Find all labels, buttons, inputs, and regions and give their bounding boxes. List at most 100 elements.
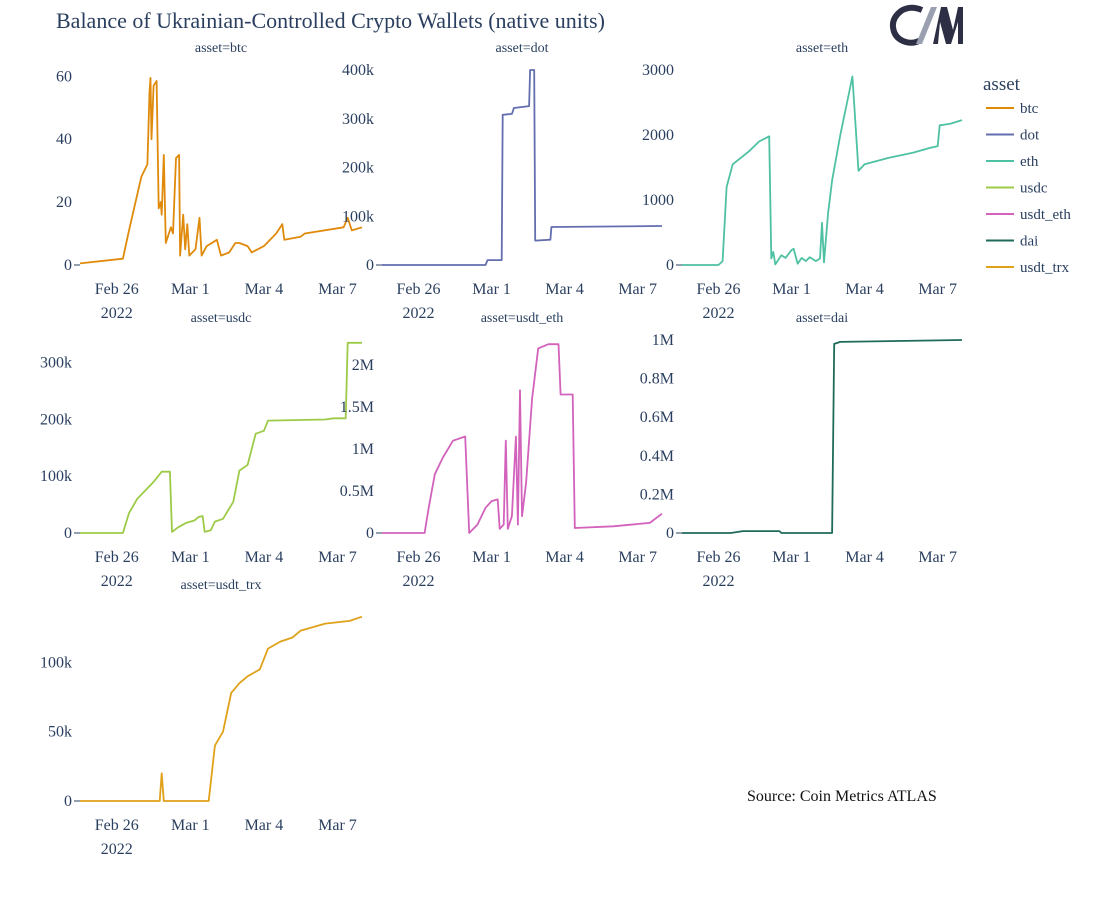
y-tick-label: 40 [56,131,72,148]
y-tick-label: 50k [48,724,72,741]
y-tick-label: 1M [652,332,674,349]
x-tick-year-label: 2022 [101,841,133,858]
x-tick-label: Mar 7 [618,549,657,566]
x-tick-label: Mar 7 [618,281,657,298]
legend-item-dai: dai [1020,234,1038,250]
y-tick-label: 2000 [642,127,674,144]
x-tick-label: Mar 7 [918,281,957,298]
x-tick-label: Feb 26 [697,281,741,298]
x-tick-label: Feb 26 [697,549,741,566]
x-tick-year-label: 2022 [403,573,435,590]
x-tick-label: Mar 4 [245,817,284,834]
x-tick-label: Mar 4 [545,549,584,566]
y-tick-label: 0.6M [640,409,674,426]
panel-title: asset=usdt_eth [481,311,564,326]
legend-title: asset [983,74,1021,95]
y-tick-label: 0 [366,257,374,274]
x-tick-year-label: 2022 [703,573,735,590]
x-tick-year-label: 2022 [101,305,133,322]
panel-title: asset=eth [796,41,848,56]
x-tick-label: Feb 26 [95,281,139,298]
y-tick-label: 1M [352,441,374,458]
x-tick-year-label: 2022 [703,305,735,322]
y-tick-label: 2M [352,357,374,374]
legend-item-usdt_eth: usdt_eth [1020,207,1071,223]
x-tick-year-label: 2022 [403,305,435,322]
y-tick-label: 0 [666,257,674,274]
x-tick-label: Mar 4 [245,281,284,298]
y-tick-label: 0 [64,793,72,810]
panel-title: asset=usdt_trx [181,578,262,593]
x-tick-label: Mar 4 [845,281,884,298]
x-tick-label: Mar 7 [318,549,357,566]
x-tick-label: Feb 26 [95,549,139,566]
x-tick-label: Mar 1 [472,281,511,298]
series-line-usdc [80,341,362,534]
legend-item-eth: eth [1020,154,1039,170]
legend-item-usdc: usdc [1020,181,1048,197]
y-tick-label: 0 [64,257,72,274]
y-tick-label: 400k [342,62,374,79]
y-tick-label: 200k [40,411,72,428]
y-tick-label: 60 [56,68,72,85]
series-line-eth [682,75,963,266]
y-tick-label: 1.5M [340,399,374,416]
y-tick-label: 20 [56,194,72,211]
y-tick-label: 100k [40,468,72,485]
legend-item-usdt_trx: usdt_trx [1020,260,1070,276]
chart-title: Balance of Ukrainian-Controlled Crypto W… [56,8,605,33]
y-tick-label: 0 [666,525,674,542]
series-line-usdt_trx [80,615,363,802]
series-line-dot [382,69,663,266]
y-tick-label: 300k [342,111,374,128]
y-tick-label: 100k [40,654,72,671]
x-tick-label: Mar 7 [318,817,357,834]
panel-btc: asset=btc 0 20 40 60 Feb 26 2022 Mar 1 Mar 4 Mar … [56,41,363,322]
panel-eth: asset=eth 0 1000 2000 3000 Feb 26 2022 Mar 1 Mar… [642,41,963,322]
y-tick-label: 1000 [642,192,674,209]
x-tick-label: Mar 1 [171,817,210,834]
x-tick-label: Feb 26 [397,549,441,566]
coin-metrics-logo [889,4,963,46]
x-tick-label: Mar 1 [472,549,511,566]
panel-usdt_trx: asset=usdt_trx 0 50k 100k Feb 26 2022 Mar 1 Mar… [40,578,363,858]
y-tick-label: 3000 [642,62,674,79]
x-tick-label: Mar 4 [845,549,884,566]
y-tick-label: 0.4M [640,448,674,465]
x-tick-label: Mar 4 [545,281,584,298]
x-tick-label: Mar 1 [772,281,811,298]
panel-dot: asset=dot 0 100k 200k 300k 400k Feb 26 2022 Mar … [342,41,663,322]
panel-title: asset=usdc [191,311,252,326]
y-tick-label: 0.2M [640,486,674,503]
source-note: Source: Coin Metrics ATLAS [747,788,937,805]
y-tick-label: 0.8M [640,371,674,388]
y-tick-label: 100k [342,208,374,225]
x-tick-label: Mar 1 [772,549,811,566]
series-line-usdt_eth [382,343,663,534]
series-line-btc [79,77,363,265]
x-tick-label: Mar 7 [318,281,357,298]
y-tick-label: 300k [40,355,72,372]
series-line-dai [682,339,963,534]
legend-item-btc: btc [1020,101,1039,117]
panel-title: asset=dai [796,311,848,326]
x-tick-label: Mar 7 [918,549,957,566]
panel-usdc: asset=usdc 0 100k 200k 300k Feb 26 2022 Mar 1 Ma… [40,311,362,590]
x-tick-label: Mar 1 [171,549,210,566]
y-tick-label: 0 [366,525,374,542]
legend-item-dot: dot [1020,128,1040,144]
y-tick-label: 200k [342,160,374,177]
x-tick-year-label: 2022 [101,573,133,590]
panel-title: asset=btc [195,41,247,56]
x-tick-label: Feb 26 [95,817,139,834]
y-tick-label: 0.5M [340,483,374,500]
panel-title: asset=dot [496,41,549,56]
panel-dai: asset=dai 0 0.2M 0.4M 0.6M 0.8M 1M Feb 26 2022 Ma… [640,311,963,590]
y-tick-label: 0 [64,525,72,542]
x-tick-label: Feb 26 [397,281,441,298]
panel-usdt_eth: asset=usdt_eth 0 0.5M 1M 1.5M 2M Feb 26 2022 Mar… [340,311,663,590]
x-tick-label: Mar 4 [245,549,284,566]
x-tick-label: Mar 1 [171,281,210,298]
